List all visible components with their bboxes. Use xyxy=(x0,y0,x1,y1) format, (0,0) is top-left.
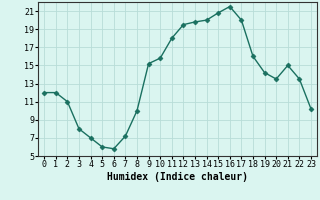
X-axis label: Humidex (Indice chaleur): Humidex (Indice chaleur) xyxy=(107,172,248,182)
